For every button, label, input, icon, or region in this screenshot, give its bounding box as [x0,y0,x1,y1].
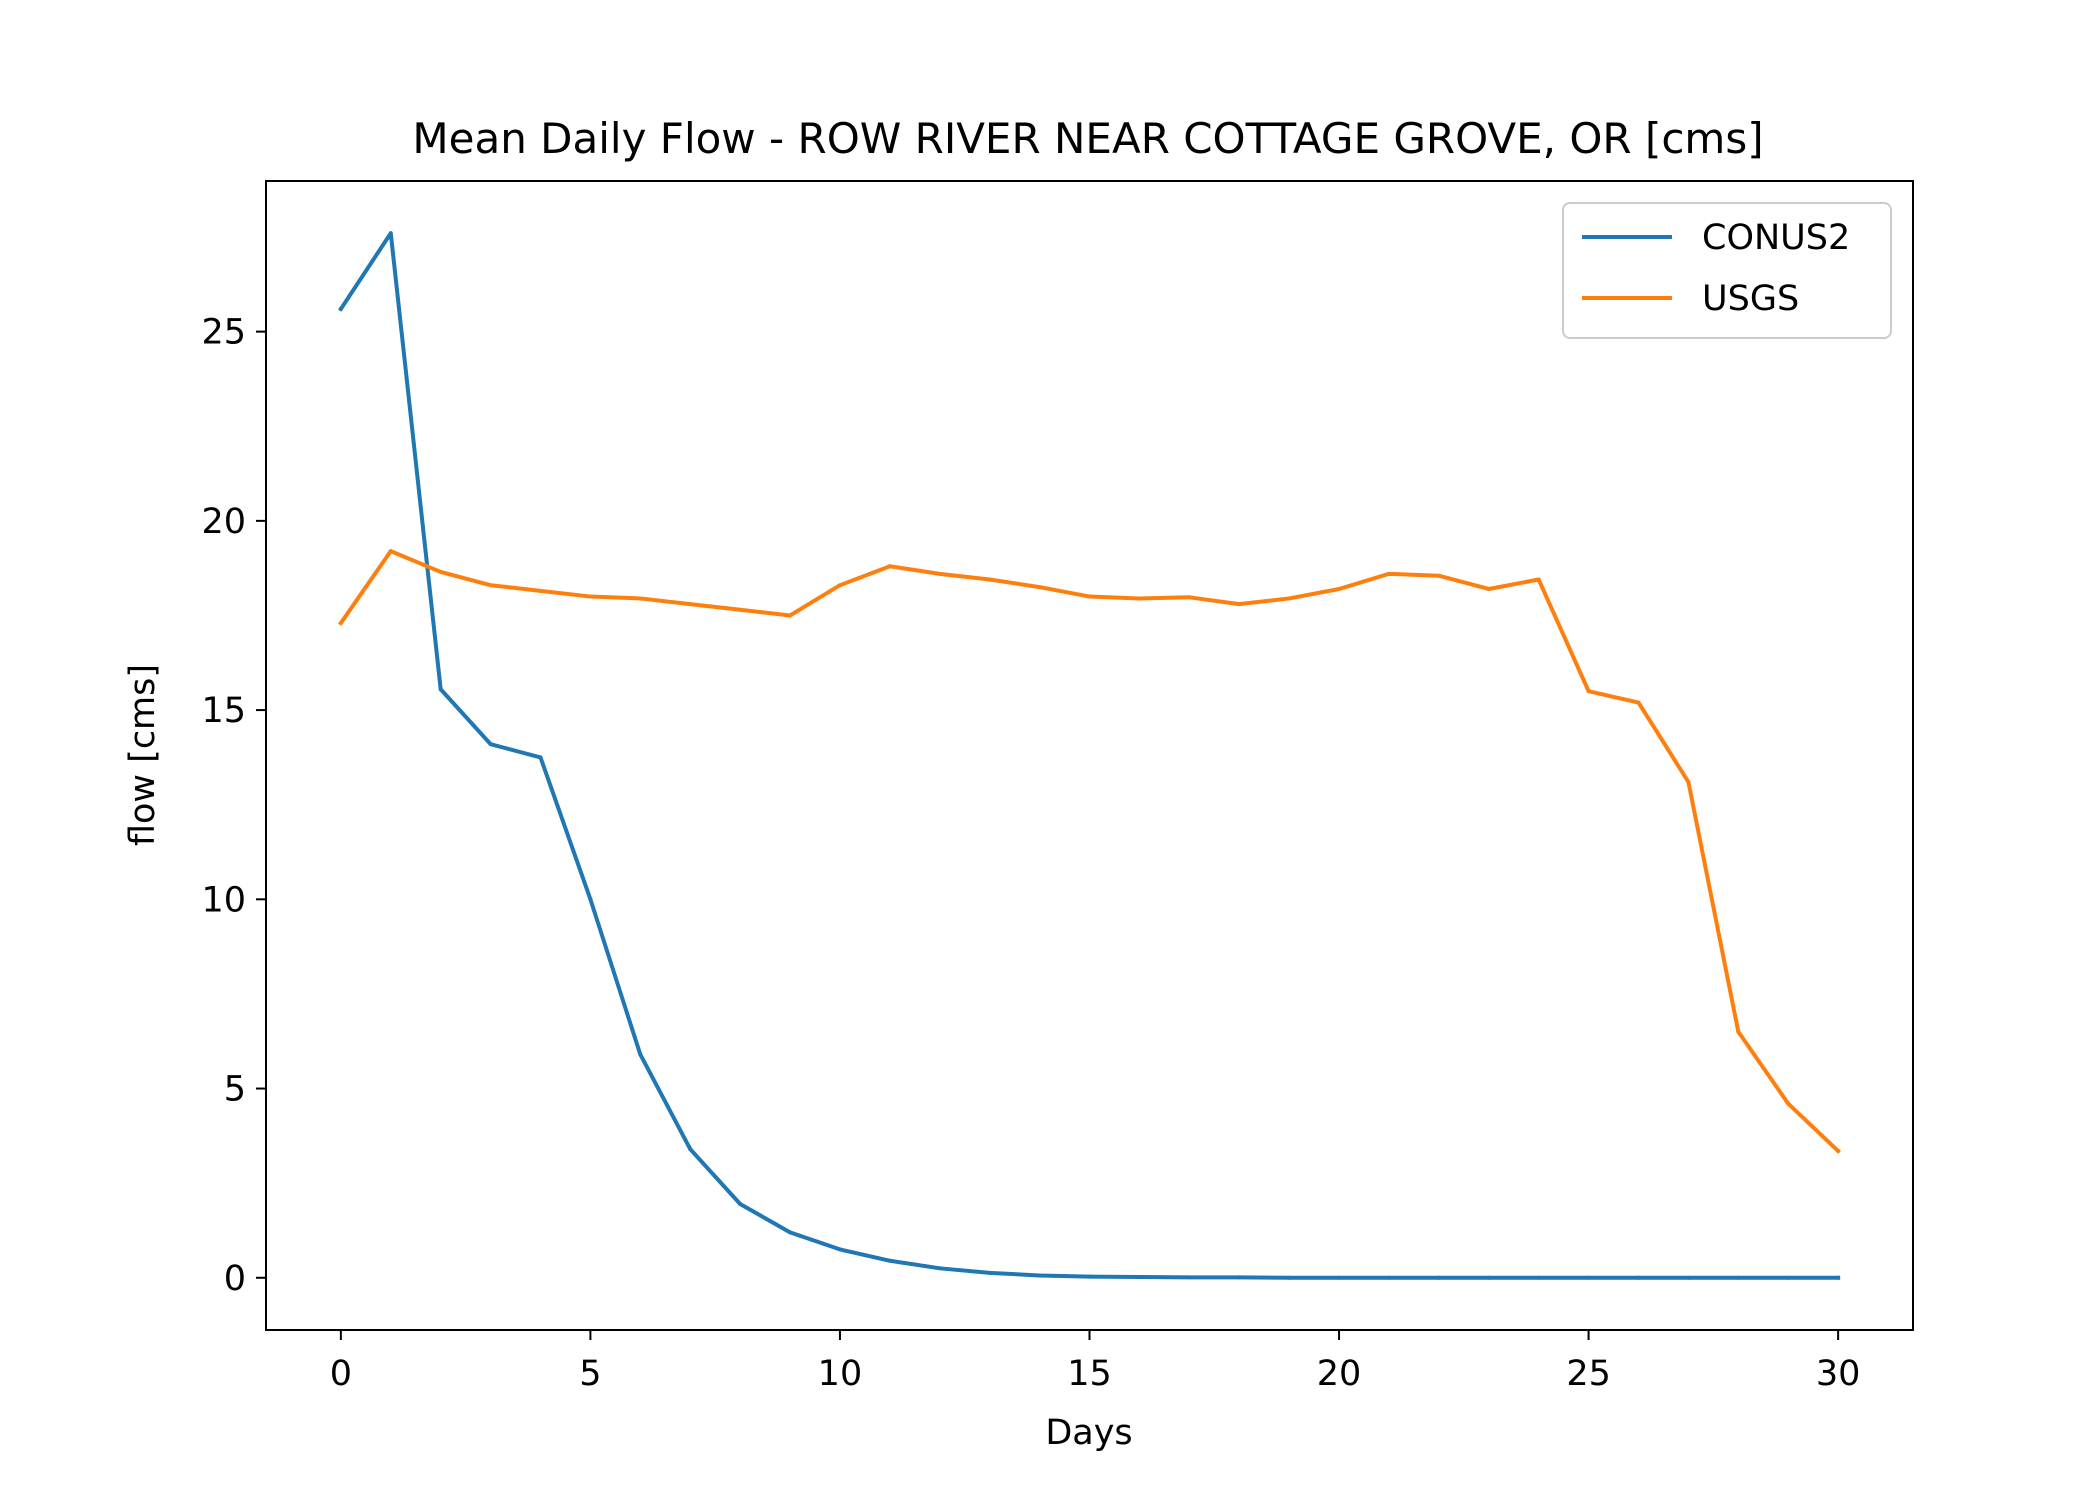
data-point-usgs [837,583,842,588]
x-tick-label: 25 [1566,1354,1611,1394]
data-point-usgs [1686,779,1691,784]
data-point-usgs [1386,571,1391,576]
data-point-conus2 [1087,1274,1092,1279]
data-point-conus2 [1836,1275,1841,1280]
data-point-conus2 [987,1270,992,1275]
data-point-conus2 [887,1258,892,1263]
data-point-usgs [1486,586,1491,591]
data-point-conus2 [1436,1275,1441,1280]
plot-lines [338,231,1841,1280]
x-tick-label: 20 [1317,1354,1362,1394]
data-point-usgs [338,621,343,626]
data-point-usgs [1536,577,1541,582]
data-point-conus2 [1486,1275,1491,1280]
data-point-conus2 [538,755,543,760]
data-point-usgs [738,607,743,612]
data-point-conus2 [338,306,343,311]
data-point-usgs [987,577,992,582]
data-point-usgs [538,588,543,593]
data-point-usgs [1087,594,1092,599]
data-point-usgs [1187,595,1192,600]
y-tick-label: 25 [201,313,246,353]
x-axis-ticks: 0 5 10 15 20 25 30 [330,1330,1861,1394]
data-point-conus2 [588,897,593,902]
chart-title: Mean Daily Flow - ROW RIVER NEAR COTTAGE… [412,114,1763,163]
data-point-conus2 [837,1247,842,1252]
data-point-conus2 [1786,1275,1791,1280]
data-point-conus2 [1287,1275,1292,1280]
data-point-usgs [788,613,793,618]
data-point-conus2 [388,231,393,236]
data-point-conus2 [1386,1275,1391,1280]
data-point-conus2 [438,687,443,692]
data-point-usgs [937,571,942,576]
data-point-conus2 [1337,1275,1342,1280]
data-point-conus2 [1187,1275,1192,1280]
data-point-conus2 [1636,1275,1641,1280]
x-axis-label: Days [1045,1413,1132,1453]
data-point-conus2 [1536,1275,1541,1280]
y-tick-label: 20 [201,502,246,542]
data-point-conus2 [788,1230,793,1235]
data-point-usgs [1287,596,1292,601]
y-tick-label: 10 [201,880,246,920]
y-tick-label: 0 [224,1259,246,1299]
data-point-usgs [438,569,443,574]
legend-entries: CONUS2 USGS [1582,218,1850,319]
data-point-usgs [1786,1101,1791,1106]
data-point-conus2 [488,742,493,747]
data-point-usgs [1836,1148,1841,1153]
x-tick-label: 5 [579,1354,601,1394]
x-tick-label: 0 [330,1354,352,1394]
data-point-usgs [887,564,892,569]
legend-label-conus2: CONUS2 [1702,218,1850,258]
data-point-conus2 [688,1147,693,1152]
data-point-conus2 [638,1052,643,1057]
data-point-conus2 [1736,1275,1741,1280]
data-point-usgs [1436,573,1441,578]
data-point-usgs [638,596,643,601]
data-point-usgs [1736,1029,1741,1034]
legend: CONUS2 USGS [1562,202,1892,339]
data-point-usgs [488,583,493,588]
x-tick-label: 30 [1816,1354,1861,1394]
data-point-conus2 [1686,1275,1691,1280]
data-point-conus2 [738,1201,743,1206]
data-point-conus2 [1586,1275,1591,1280]
data-point-conus2 [937,1266,942,1271]
data-point-usgs [1037,585,1042,590]
data-point-conus2 [1037,1273,1042,1278]
y-axis-ticks: 0 5 10 15 20 25 [201,313,266,1299]
x-tick-label: 10 [818,1354,863,1394]
y-axis-label: flow [cms] [123,664,163,846]
data-point-usgs [588,594,593,599]
data-point-usgs [1237,602,1242,607]
x-tick-label: 15 [1067,1354,1112,1394]
data-point-usgs [1137,596,1142,601]
data-point-usgs [1337,586,1342,591]
data-point-usgs [388,549,393,554]
data-point-conus2 [1137,1275,1142,1280]
data-point-usgs [1586,689,1591,694]
legend-label-usgs: USGS [1702,279,1799,319]
y-tick-label: 5 [224,1070,246,1110]
y-tick-label: 15 [201,691,246,731]
data-point-usgs [688,602,693,607]
data-point-usgs [1636,700,1641,705]
data-point-conus2 [1237,1275,1242,1280]
